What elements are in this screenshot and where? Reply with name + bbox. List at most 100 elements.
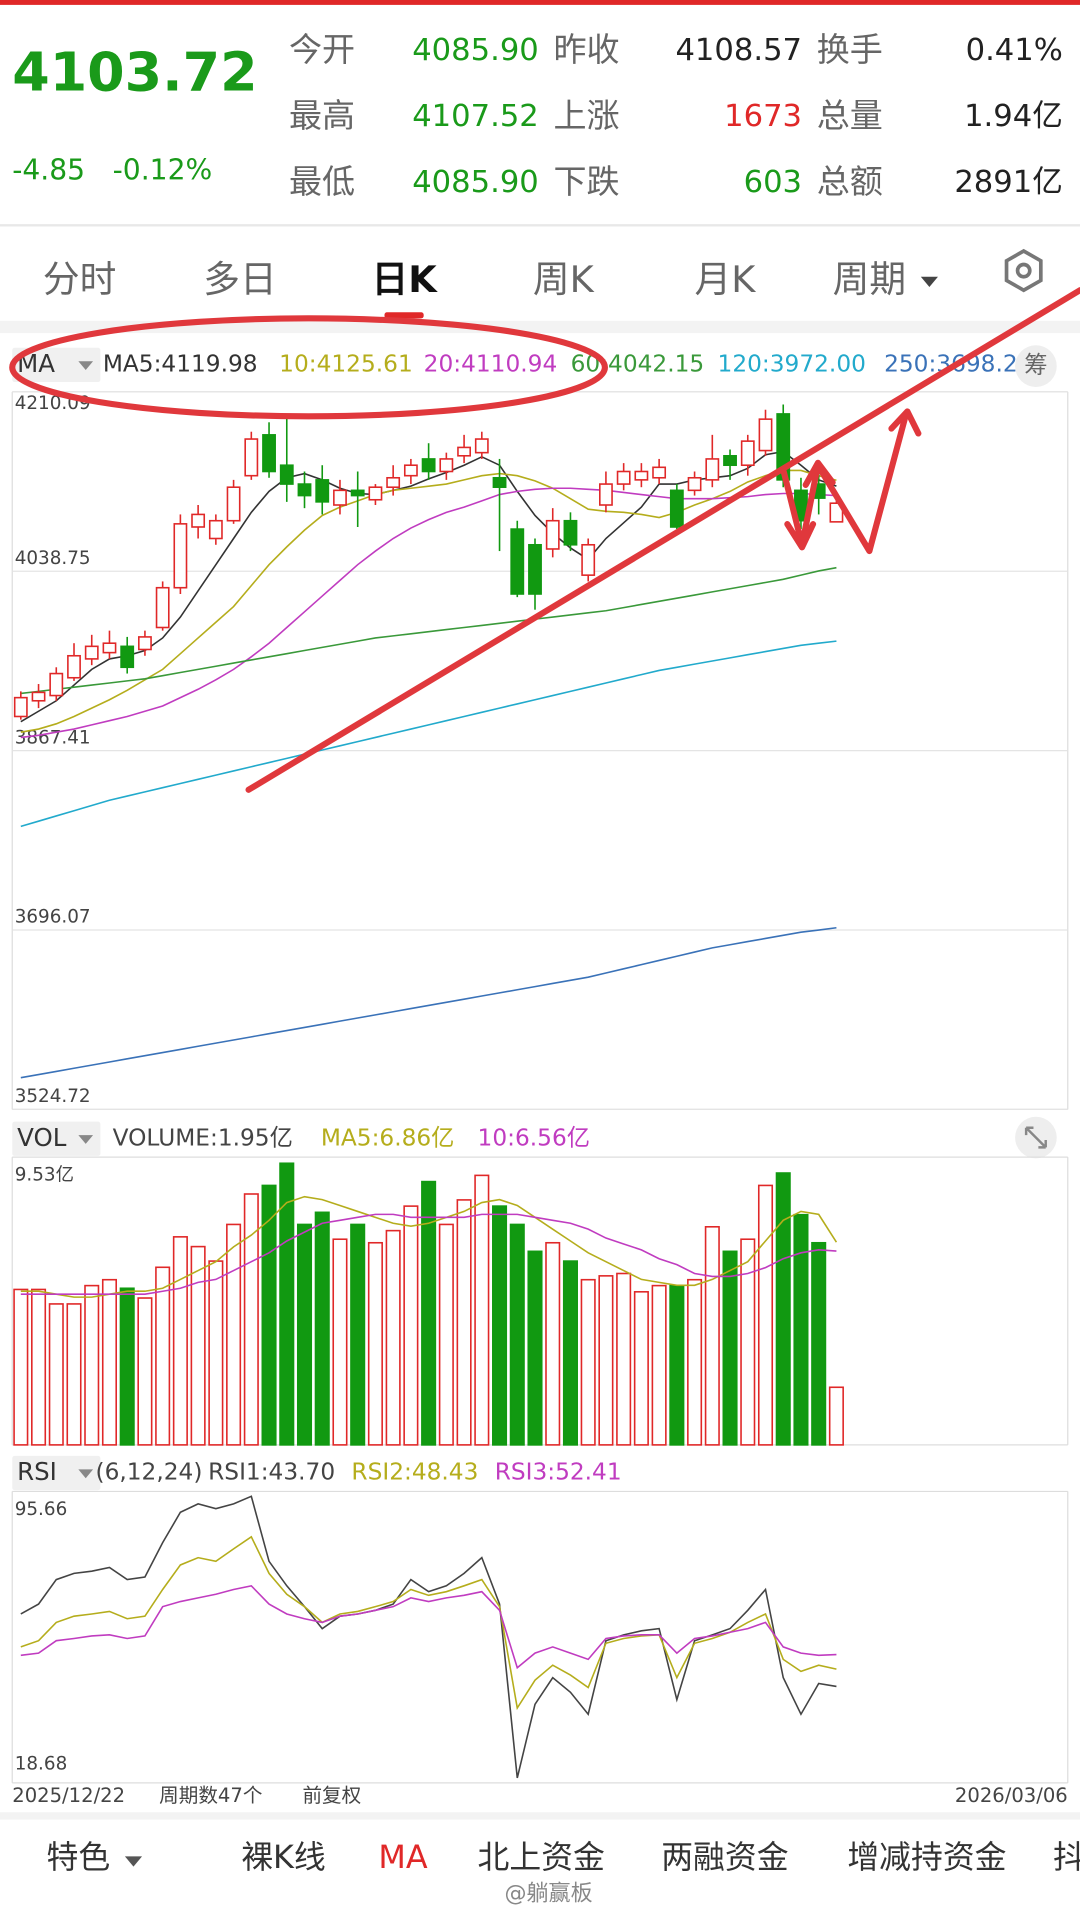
bottom-tab[interactable]: 两融资金 [661,1838,788,1876]
volume-bar [740,1238,756,1446]
candle-body [652,466,667,479]
volume-bar [66,1303,82,1446]
candle-body [208,519,223,540]
change-pct: -0.12% [113,153,213,186]
bottom-tab[interactable]: 北上资金 [478,1838,605,1876]
candle-body [545,519,560,550]
candle-body [297,483,312,497]
candle-body [723,454,737,467]
settings-icon[interactable] [1004,248,1043,293]
user-annotations [9,287,1080,793]
dropdown-arrow [78,1469,94,1479]
volume-bar [137,1297,153,1446]
stat-value: 2891亿 [954,165,1063,200]
legend-entry: 120:3972.00 [718,350,866,377]
bottom-tab[interactable]: 裸K线 [241,1838,326,1876]
candle-body [457,446,472,457]
candle-body [31,691,46,702]
ma-line [20,566,837,695]
volume-bar [811,1241,827,1446]
indicator-selector[interactable] [12,1121,101,1156]
top-strip [0,0,1080,5]
chip-button[interactable] [1015,345,1057,387]
volume-bar [793,1213,809,1446]
change: -4.85 [12,153,85,186]
tab[interactable]: 周K [533,258,595,301]
separator-band [0,1812,1080,1820]
candle-body [510,528,525,595]
volume-bar [527,1250,543,1446]
stat-value: 4108.57 [675,33,802,68]
tab-indicator [384,312,424,319]
ma-line [20,640,837,828]
expand-icon [1024,1126,1047,1149]
volume-bar [828,1386,844,1446]
tab[interactable]: 多日 [203,258,276,301]
stat-label: 下跌 [553,162,619,201]
volume-bar [616,1272,632,1446]
candle-body [368,486,383,501]
volume-bar [509,1223,525,1446]
candle-body [740,440,755,467]
volume-bar [367,1241,383,1446]
volume-bar [598,1275,614,1446]
stat-label: 总额 [817,162,883,201]
y-tick-label: 3867.41 [15,727,91,748]
volume-bar [332,1238,348,1446]
volume-bar [633,1291,649,1446]
candle-body [563,519,578,546]
candle-body [67,654,81,679]
candle-body [386,476,401,488]
volume-bar [403,1205,419,1446]
x-axis-start: 2025/12/22 [12,1784,125,1807]
tab[interactable]: 分时 [43,258,116,301]
y-tick-label: 18.68 [15,1753,68,1774]
candle-body [138,636,152,651]
tab[interactable]: 月K [694,258,756,301]
adjust-mode: 前复权 [302,1784,361,1807]
y-tick-label: 9.53亿 [15,1165,74,1186]
candle-body [155,586,170,629]
bottom-tab[interactable]: 特色 [47,1838,111,1876]
tab[interactable]: 周期 [833,258,906,301]
stat-label: 最高 [289,96,355,135]
candle-body [439,458,454,473]
volume-bar [31,1288,47,1446]
candle-body [120,645,135,669]
volume-bar [687,1278,703,1446]
dropdown-arrow [124,1856,143,1867]
volume-bar [580,1278,596,1446]
candle-body [528,543,542,595]
bottom-tab[interactable]: MA [378,1838,427,1876]
volume-bar [208,1260,224,1446]
candle-body [687,476,702,492]
candle-body [421,458,436,473]
volume-bar [48,1303,64,1446]
candle-body [581,543,596,576]
volume-bar [84,1284,100,1446]
legend-entry: 20:4110.94 [424,350,558,377]
legend-entry: MA5:6.86亿 [321,1124,455,1151]
candle-body [244,438,259,477]
indicator-selector[interactable] [12,347,101,383]
candle-body [13,696,28,718]
volume-bar [562,1260,578,1446]
volume-ma-line [20,1195,838,1298]
indicator-selector[interactable] [12,1455,101,1491]
indicator-selector-label: VOL [17,1123,67,1152]
volume-bar [545,1241,561,1446]
candle-body [616,470,631,485]
bottom-tab[interactable]: 抖 [1053,1838,1080,1876]
stat-label: 总量 [817,96,883,135]
candle-body [829,502,844,523]
period-count: 周期数47个 [159,1784,262,1807]
bottom-tab[interactable]: 增减持资金 [847,1838,1006,1876]
settings-icon-dot [1015,262,1032,279]
volume-bar [669,1284,685,1446]
legend-entry: MA5:4119.98 [103,350,258,377]
price: 4103.72 [12,41,257,104]
tab[interactable]: 日K [371,258,438,301]
indicator-params: (6,12,24) [96,1459,203,1486]
candle-body [669,489,684,528]
